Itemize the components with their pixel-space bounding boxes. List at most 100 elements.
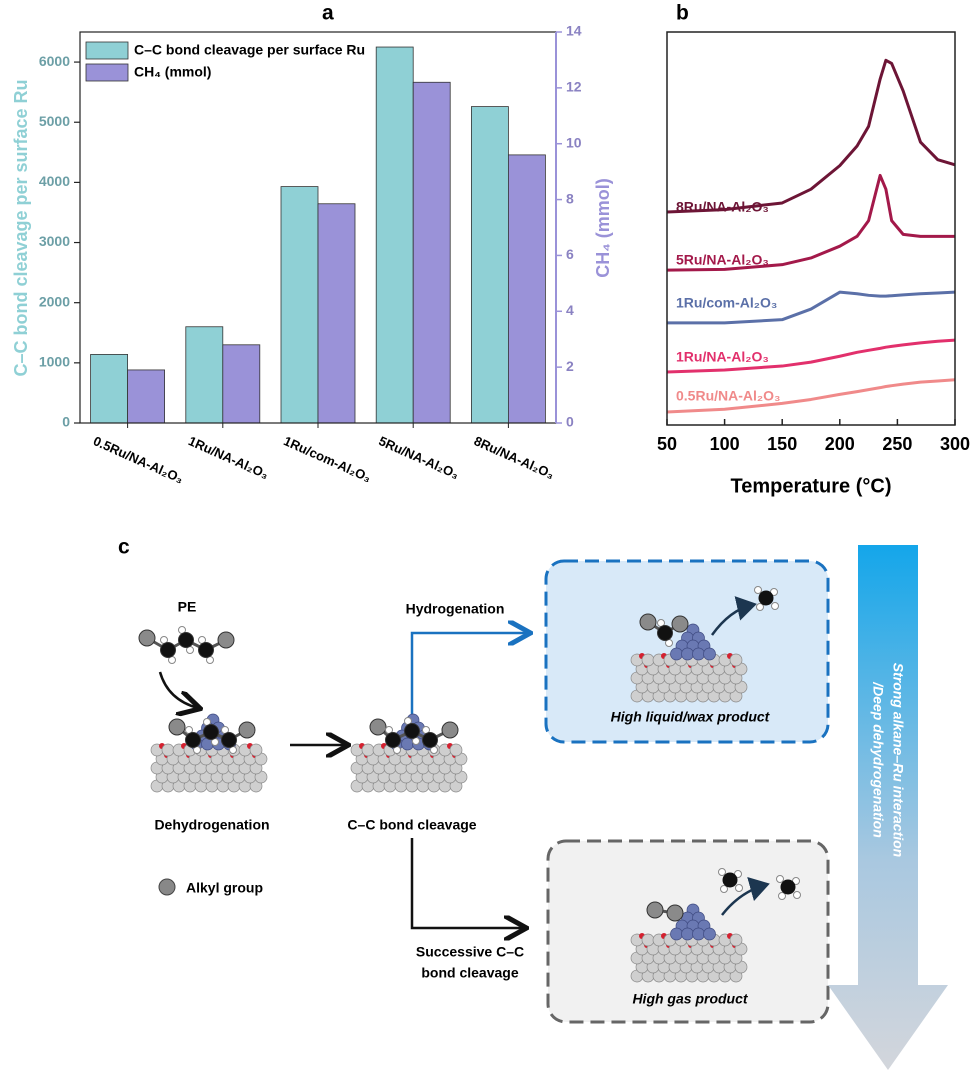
x-tick-label: 0.5Ru/NA-Al₂O₃: [91, 433, 186, 486]
label: /Deep dehydrogenation: [870, 681, 886, 838]
ru-atom: [681, 927, 694, 941]
surface-atom: [449, 743, 463, 757]
x-axis-label: Temperature (°C): [731, 475, 892, 497]
y2-tick-label: 14: [566, 23, 582, 39]
curve: [666, 58, 956, 214]
alkyl-icon: [158, 878, 176, 896]
label: PE: [178, 599, 197, 615]
panel-label: a: [322, 2, 334, 25]
surface-atom: [641, 933, 655, 947]
carbon-atom: [404, 723, 420, 739]
trend-arrow: [828, 545, 948, 1070]
legend-swatch: [85, 41, 129, 60]
arrow: [410, 633, 528, 752]
h-atom: [771, 602, 779, 610]
surface-atom: [641, 653, 655, 667]
y-axis-label: C–C bond cleavage per surface Ru: [11, 79, 31, 376]
label: bond cleavage: [421, 965, 518, 981]
carbon-atom: [198, 642, 214, 658]
bar: [375, 46, 414, 424]
label: Strong alkane–Ru interaction: [890, 663, 906, 857]
ru-atom: [670, 927, 683, 941]
curve: [666, 173, 955, 272]
ru-atom: [401, 737, 414, 751]
carbon-atom: [203, 724, 219, 740]
x-tick-label: 8Ru/NA-Al₂O₃: [472, 433, 557, 482]
x-tick-label: 250: [882, 434, 912, 454]
bar: [280, 186, 319, 424]
bar: [127, 369, 165, 424]
label: Hydrogenation: [406, 601, 505, 617]
y2-tick-label: 4: [566, 302, 574, 318]
carbon-atom: [657, 625, 673, 641]
h-atom: [756, 603, 764, 611]
surface-atom: [361, 743, 375, 757]
y-tick-label: 6000: [39, 53, 70, 69]
legend-swatch: [85, 63, 129, 82]
y2-tick-label: 0: [566, 414, 574, 430]
panel-label: c: [118, 536, 130, 559]
y2-tick-label: 2: [566, 358, 574, 374]
ru-atom: [670, 647, 683, 661]
carbon-atom: [385, 732, 401, 748]
surface-atom: [729, 933, 743, 947]
carbon-atom: [758, 590, 774, 606]
alkyl-atom: [217, 631, 235, 649]
carbon-atom: [178, 632, 194, 648]
curve-label: 0.5Ru/NA-Al₂O₃: [676, 388, 780, 404]
carbon-atom: [160, 642, 176, 658]
alkyl-atom: [441, 721, 459, 739]
x-tick-label: 1Ru/com-Al₂O₃: [281, 433, 373, 485]
curve: [667, 290, 956, 325]
curve: [666, 378, 956, 414]
alkyl-atom: [671, 615, 689, 633]
y2-tick-label: 8: [566, 190, 574, 206]
label: High liquid/wax product: [611, 709, 771, 725]
alkyl-atom: [369, 718, 387, 736]
bar: [222, 344, 261, 424]
x-tick-label: 200: [825, 434, 855, 454]
alkyl-atom: [666, 904, 684, 922]
curve-label: 1Ru/com-Al₂O₃: [676, 295, 777, 311]
carbon-atom: [722, 872, 738, 888]
surface-atom: [161, 743, 175, 757]
curve-label: 5Ru/NA-Al₂O₃: [676, 252, 769, 268]
x-tick-label: 150: [767, 434, 797, 454]
label: Alkyl group: [186, 880, 263, 896]
arrow: [158, 671, 198, 708]
bar: [317, 203, 356, 424]
y2-axis-label: CH₄ (mmol): [593, 178, 613, 278]
label: C–C bond cleavage: [347, 817, 476, 833]
ru-atom: [703, 647, 716, 661]
label: High gas product: [632, 991, 748, 1007]
y-tick-label: 1000: [39, 354, 70, 370]
y-tick-label: 5000: [39, 113, 70, 129]
y-tick-label: 2000: [39, 293, 70, 309]
y2-tick-label: 6: [566, 246, 574, 262]
bar: [507, 154, 546, 424]
x-tick-label: 1Ru/NA-Al₂O₃: [186, 433, 271, 482]
curve: [666, 338, 956, 374]
arrow: [710, 596, 757, 636]
y-tick-label: 3000: [39, 233, 70, 249]
x-tick-label: 5Ru/NA-Al₂O₃: [377, 433, 462, 482]
bar: [412, 81, 451, 424]
surface-atom: [249, 743, 263, 757]
y2-tick-label: 10: [566, 134, 582, 150]
h-atom: [778, 892, 786, 900]
curve-label: 1Ru/NA-Al₂O₃: [676, 349, 769, 365]
y-tick-label: 4000: [39, 173, 70, 189]
ru-atom: [692, 927, 705, 941]
plot-frame: [666, 31, 956, 426]
x-tick-label: 300: [940, 434, 970, 454]
alkyl-atom: [138, 629, 156, 647]
h-atom: [793, 891, 801, 899]
y-tick-label: 0: [62, 414, 70, 430]
ru-atom: [681, 647, 694, 661]
legend-label: CH₄ (mmol): [134, 64, 211, 80]
alkyl-atom: [639, 613, 657, 631]
arrow: [410, 838, 524, 928]
ru-atom: [703, 927, 716, 941]
label: Dehydrogenation: [154, 817, 269, 833]
